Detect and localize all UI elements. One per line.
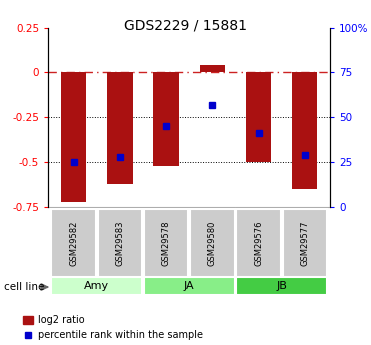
Text: GSM29580: GSM29580 [208, 220, 217, 266]
Bar [52, 277, 142, 295]
Bar [153, 72, 179, 166]
Bar [98, 209, 142, 278]
Text: GDS2229 / 15881: GDS2229 / 15881 [124, 19, 247, 33]
Bar [190, 209, 234, 278]
Bar [144, 209, 188, 278]
Text: cell line: cell line [4, 282, 44, 292]
Text: GSM29578: GSM29578 [162, 220, 171, 266]
Bar [61, 72, 86, 201]
Bar [144, 277, 234, 295]
Bar [246, 72, 271, 162]
Text: Amy: Amy [84, 281, 109, 291]
Bar [52, 209, 96, 278]
Bar [292, 72, 318, 189]
Text: GSM29582: GSM29582 [69, 220, 78, 266]
Bar [200, 65, 225, 72]
Bar [236, 277, 327, 295]
Text: GSM29577: GSM29577 [300, 220, 309, 266]
Bar [283, 209, 327, 278]
Legend: log2 ratio, percentile rank within the sample: log2 ratio, percentile rank within the s… [23, 315, 203, 340]
Bar [236, 209, 281, 278]
Bar [107, 72, 132, 184]
Text: JA: JA [184, 281, 194, 291]
Text: GSM29576: GSM29576 [254, 220, 263, 266]
Text: JB: JB [276, 281, 287, 291]
Text: GSM29583: GSM29583 [115, 220, 124, 266]
